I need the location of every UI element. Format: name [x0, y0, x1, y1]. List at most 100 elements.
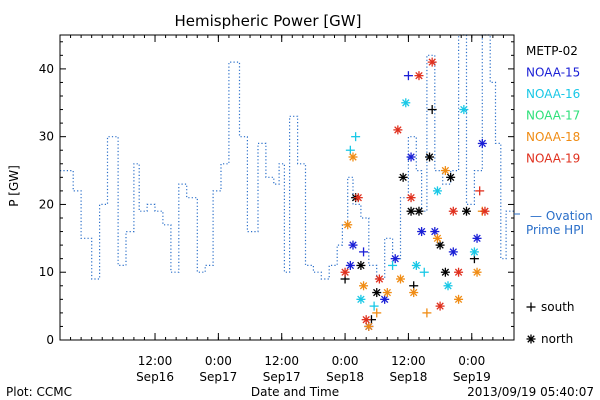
- metp-02-point: [427, 105, 437, 115]
- marker-stroke: [449, 207, 457, 215]
- x-tick-time-label: 0:00: [205, 354, 232, 368]
- marker-stroke: [436, 241, 444, 249]
- metp-02-point: [461, 206, 471, 216]
- marker-stroke: [444, 282, 452, 290]
- marker-stroke: [454, 268, 463, 276]
- marker-stroke: [454, 295, 463, 304]
- metp-02-point: [440, 267, 450, 277]
- x-tick-date-label: Sep17: [199, 370, 237, 384]
- marker-stroke: [402, 99, 410, 107]
- noaa-15-point: [477, 138, 487, 148]
- satellite-points: [340, 57, 490, 331]
- x-tick-time-label: 12:00: [391, 354, 426, 368]
- ovation-legend: — Ovation Prime HPI: [514, 209, 593, 237]
- noaa-15-point: [406, 152, 416, 162]
- legend-entry-noaa-16: NOAA-16: [526, 87, 580, 101]
- noaa-19-point: [353, 193, 363, 203]
- x-tick-time-label: 12:00: [264, 354, 299, 368]
- legend-entry-noaa-17: NOAA-17: [526, 109, 580, 123]
- marker-stroke: [433, 234, 442, 243]
- metp-02-point: [414, 206, 424, 216]
- marker-stroke: [365, 322, 373, 331]
- marker-legend-symbol: [527, 335, 535, 343]
- noaa-16-point: [459, 105, 469, 115]
- marker-stroke: [449, 248, 457, 256]
- y-tick-label: 20: [39, 197, 54, 211]
- noaa-19-point: [414, 71, 424, 81]
- noaa-16-point: [356, 294, 366, 304]
- marker-stroke: [407, 207, 415, 215]
- noaa-15-point: [417, 227, 427, 237]
- noaa-15-point: [380, 294, 390, 304]
- y-axis-label: P [GW]: [7, 165, 21, 207]
- marker-stroke: [446, 173, 455, 182]
- metp-02-point: [406, 206, 416, 216]
- marker-stroke: [409, 288, 418, 297]
- x-tick-date-label: Sep18: [389, 370, 427, 384]
- noaa-15-point: [390, 254, 400, 264]
- marker-stroke: [441, 166, 450, 175]
- marker-stroke: [431, 227, 439, 236]
- marker-legend-south: south: [526, 300, 575, 314]
- legend-entry-noaa-18: NOAA-18: [526, 130, 580, 144]
- noaa-18-point: [343, 220, 353, 230]
- marker-stroke: [383, 288, 392, 297]
- noaa-16-point: [432, 186, 442, 196]
- marker-stroke: [391, 254, 399, 263]
- marker-stroke: [349, 153, 357, 161]
- x-tick-time-label: 0:00: [458, 354, 485, 368]
- y-tick-label: 0: [46, 333, 54, 347]
- x-tick-time-label: 0:00: [332, 354, 359, 368]
- footer-left: Plot: CCMC: [6, 385, 72, 399]
- marker-stroke: [373, 288, 381, 297]
- noaa-16-point: [401, 98, 411, 108]
- x-axis: 12:00 Sep16 0:00 Sep17 12:00 Sep17 0:00 Sep18 12…: [59, 35, 515, 384]
- marker-stroke: [473, 234, 481, 243]
- chart-title: Hemispheric Power [GW]: [175, 12, 362, 30]
- noaa-16-point: [388, 260, 398, 270]
- noaa-19-point: [393, 125, 403, 135]
- marker-stroke: [462, 207, 471, 215]
- noaa-15-point: [348, 240, 358, 250]
- marker-stroke: [412, 261, 421, 270]
- noaa-19-point: [475, 186, 485, 196]
- metp-02-point: [435, 240, 445, 250]
- noaa-19-point: [340, 267, 350, 277]
- noaa-18-point: [472, 267, 482, 277]
- marker-stroke: [460, 105, 468, 114]
- noaa-16-point: [369, 301, 379, 311]
- marker-stroke: [433, 187, 442, 195]
- noaa-15-point: [472, 233, 482, 243]
- marker-stroke: [481, 207, 489, 215]
- marker-stroke: [425, 153, 434, 161]
- marker-stroke: [341, 268, 349, 276]
- marker-stroke: [470, 248, 479, 256]
- y-tick-label: 10: [39, 265, 54, 279]
- x-tick-date-label: Sep19: [453, 370, 491, 384]
- noaa-19-point: [374, 274, 384, 284]
- noaa-18-point: [382, 288, 392, 298]
- marker-stroke: [407, 193, 415, 202]
- noaa-18-point: [348, 152, 358, 162]
- marker-stroke: [354, 193, 362, 202]
- noaa-19-point: [448, 206, 458, 216]
- legend: METP-02 NOAA-15 NOAA-16 NOAA-17 NOAA-18 NOAA-…: [526, 44, 580, 166]
- marker-stroke: [394, 126, 402, 134]
- marker-stroke: [478, 139, 487, 148]
- legend-entry-noaa-15: NOAA-15: [526, 66, 580, 80]
- noaa-16-point: [345, 145, 355, 155]
- x-axis-label: Date and Time: [251, 385, 339, 399]
- ovation-step-line: [60, 34, 514, 280]
- noaa-15-point: [403, 71, 413, 81]
- y-tick-label: 40: [39, 62, 54, 76]
- legend-entry-metp-02: METP-02: [526, 44, 578, 58]
- footer-right: 2013/09/19 05:40:07: [467, 385, 594, 399]
- noaa-15-point: [345, 260, 355, 270]
- ovation-legend-line2: Prime HPI: [526, 223, 584, 237]
- x-tick-date-label: Sep16: [136, 370, 174, 384]
- x-tick-date-label: Sep18: [326, 370, 364, 384]
- marker-legend-label: south: [541, 300, 575, 314]
- noaa-16-point: [443, 281, 453, 291]
- metp-02-point: [425, 152, 435, 162]
- ovation-series: [60, 34, 514, 280]
